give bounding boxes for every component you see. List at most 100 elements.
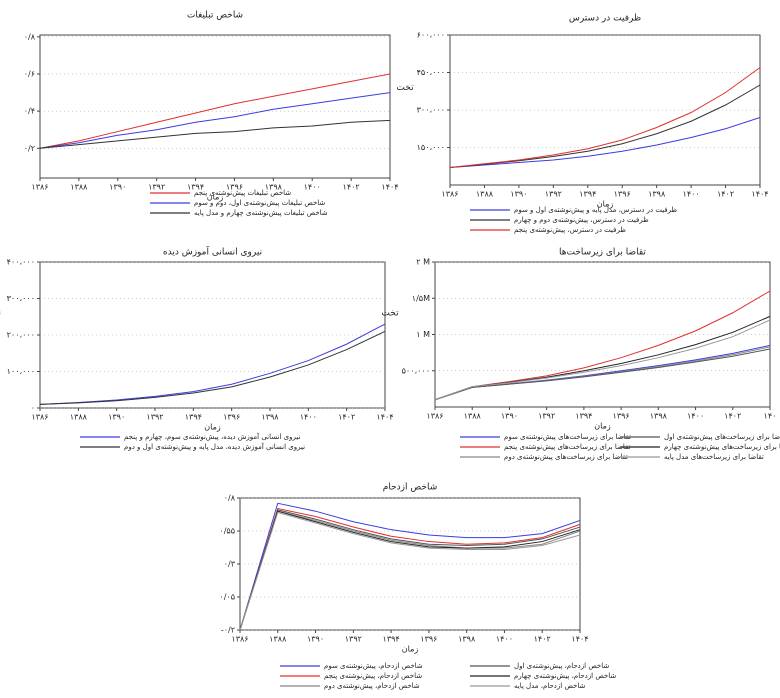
x-tick-label: ۱۳۹۲ [148,183,165,192]
chart-title: شاخص تبلیغات [187,11,243,21]
legend-label: نیروی انسانی آموزش دیده، پیش‌نوشته‌ی سوم… [124,432,300,441]
y-tick-label: ۲ M [416,258,430,267]
x-tick-label: ۱۳۹۲ [345,635,362,644]
y-tick-label: -۰/۲ [221,626,235,635]
series-line [39,330,386,405]
x-tick-label: ۱۳۹۰ [307,635,324,644]
x-tick-label: ۱۳۸۶ [441,190,458,199]
x-tick-label: ۱۳۸۶ [426,412,443,421]
legend-label: شاخص ازدحام، پیش‌نوشته‌ی دوم [324,682,420,690]
series-line [239,510,581,631]
x-tick-label: ۱۳۹۶ [614,190,631,199]
x-tick-label: ۱۳۹۰ [501,412,518,421]
chart-title: تقاضا برای زیرساخت‌ها [559,248,646,258]
x-tick-label: ۱۳۹۴ [575,412,592,421]
x-tick-label: ۱۴۰۰ [304,183,321,192]
series-line [434,344,771,401]
y-tick-label: ۰/۲ [24,144,35,153]
x-tick-label: ۱۳۹۶ [223,413,240,422]
legend-label: تقاضا برای زیرساخت‌های پیش‌نوشته‌ی پنجم [504,443,631,451]
x-tick-label: ۱۳۸۶ [31,413,48,422]
series-line [39,323,386,405]
x-tick-label: ۱۴۰۴ [376,413,393,422]
x-tick-label: ۱۴۰۲ [534,635,551,644]
x-tick-label: ۱۳۹۲ [538,412,555,421]
x-tick-label: ۱۳۹۸ [265,183,283,192]
x-tick-label: ۱۴۰۲ [338,413,355,422]
x-tick-label: ۱۴۰۲ [343,183,360,192]
x-axis-label: زمان [207,193,224,202]
series-line [239,509,581,631]
legend-label: تقاضا برای زیرساخت‌های پیش‌نوشته‌ی دوم [504,453,628,461]
x-tick-label: ۱۳۸۸ [70,183,88,192]
y-tick-label: ۰/۳ [224,560,236,569]
x-tick-label: ۱۳۹۸ [650,412,668,421]
series-line [239,510,581,631]
x-tick-label: ۱۳۹۰ [510,190,527,199]
legend-label: شاخص تبلیغات پیش‌نوشته‌ی اول، دوم و سوم [194,199,325,207]
legend-label: شاخص ازدحام، پیش‌نوشته‌ی سوم [324,662,423,670]
series-line [39,119,391,149]
x-tick-label: ۱۴۰۴ [571,635,588,644]
x-tick-label: ۱۳۹۸ [648,190,666,199]
x-tick-label: ۱۳۹۸ [458,635,476,644]
x-axis-label: زمان [594,422,611,431]
x-tick-label: ۱۳۸۶ [231,635,248,644]
x-tick-label: ۱۴۰۴ [751,190,768,199]
y-tick-label: ۳۰۰،۰۰۰ [7,294,35,303]
chart-title: نیروی انسانی آموزش دیده [163,246,262,258]
y-tick-label: ۵۰۰،۰۰۰ [402,366,430,375]
y-tick-label: ۰ [31,404,35,413]
y-tick-label: ۱ M [416,330,430,339]
legend-label: شاخص ازدحام، مدل پایه [514,682,585,690]
legend-label: تقاضا برای زیرساخت‌های پیش‌نوشته‌ی چهارم [664,443,780,451]
series-line [434,319,771,401]
series-line [434,348,771,401]
x-tick-label: ۱۴۰۴ [381,183,398,192]
x-tick-label: ۱۳۹۴ [187,183,204,192]
x-tick-label: ۱۴۰۰ [687,412,704,421]
legend-label: شاخص ازدحام، پیش‌نوشته‌ی اول [514,662,609,670]
x-tick-label: ۱۳۸۸ [70,413,88,422]
y-tick-label: ۰/۶ [24,70,35,79]
x-axis-label: زمان [402,645,419,654]
x-tick-label: ۱۳۹۶ [420,635,437,644]
x-tick-label: ۱۳۸۸ [269,635,287,644]
series-line [449,67,761,168]
x-tick-label: ۱۴۰۰ [496,635,513,644]
y-tick-label: ۰/۵۵ [219,527,235,536]
x-tick-label: ۱۴۰۰ [300,413,317,422]
series-line [434,290,771,401]
y-axis-label: نفر [0,309,1,319]
legend-label: شاخص تبلیغات پیش‌نوشته‌ی چهارم و مدل پای… [194,209,328,217]
x-tick-label: ۱۳۹۸ [261,413,279,422]
y-tick-label: ۲۰۰،۰۰۰ [7,331,35,340]
x-tick-label: ۱۳۹۴ [579,190,596,199]
y-tick-label: ۰/۸ [24,32,36,41]
legend-label: ظرفیت در دسترس، مدل پایه و پیش‌نوشته‌ی ا… [514,206,678,214]
x-tick-label: ۱۳۹۰ [108,413,125,422]
x-tick-label: ۱۳۹۶ [226,183,243,192]
chart-title: شاخص ازدحام [383,483,437,493]
y-tick-label: ۰/۸ [224,494,236,503]
chart-title: ظرفیت در دسترس [569,14,641,24]
legend-label: تقاضا برای زیرساخت‌های پیش‌نوشته‌ی سوم [504,433,631,441]
y-tick-label: ۴۰۰،۰۰۰ [7,258,35,267]
y-axis-label: تخت [396,83,414,93]
series-line [449,117,761,168]
x-tick-label: ۱۳۹۰ [109,183,126,192]
x-tick-label: ۱۳۹۴ [383,635,400,644]
series-line [39,92,391,149]
x-tick-label: ۱۳۹۲ [146,413,163,422]
y-tick-label: ۰/۴ [24,107,35,116]
x-tick-label: ۱۳۹۲ [545,190,562,199]
y-tick-label: ۰/۰۵ [219,593,235,602]
y-tick-label: ۱/۵M [412,294,430,303]
series-line [449,84,761,168]
y-tick-label: ۱۵۰،۰۰۰ [417,143,445,152]
legend-label: شاخص تبلیغات پیش‌نوشته‌ی پنجم [194,189,291,197]
x-tick-label: ۱۳۸۶ [31,183,48,192]
legend-label: نیروی انسانی آموزش دیده، مدل پایه و پیش‌… [124,442,305,451]
y-tick-label: ۴۵۰،۰۰۰ [417,68,445,77]
